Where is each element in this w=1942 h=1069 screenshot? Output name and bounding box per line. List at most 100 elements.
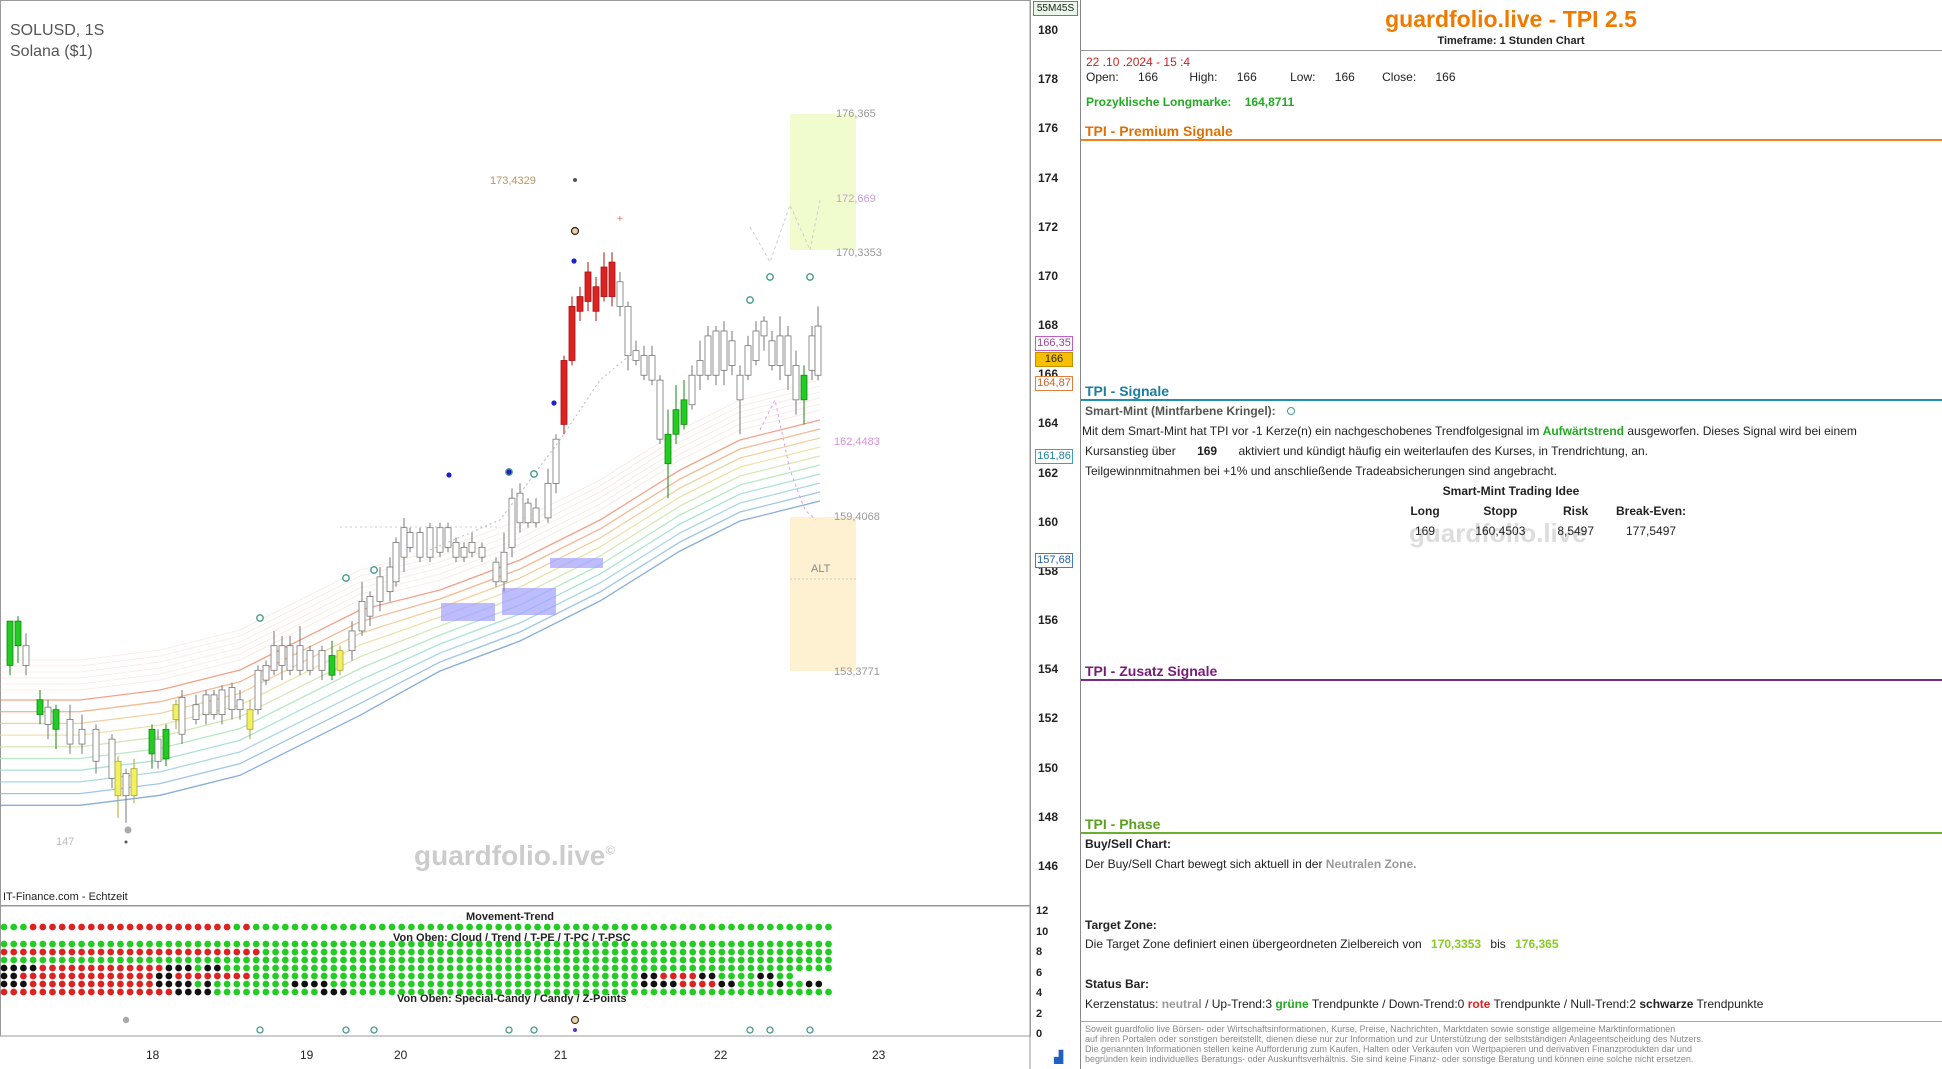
status-head: Status Bar: [1085, 977, 1150, 991]
y-tick-178: 178 [1038, 72, 1059, 87]
price-box-current: 166 [1035, 352, 1073, 367]
gap-box-3 [550, 558, 603, 568]
y-tick-148: 148 [1038, 809, 1059, 824]
price-box-157-68: 157,68 [1035, 553, 1073, 568]
label-alt: ALT [811, 563, 831, 575]
smartmint-line1: Mit dem Smart-Mint hat TPI vor -1 Kerze(… [1082, 424, 1857, 438]
smartmint-line3: Teilgewinnmitnahmen bei +1% und anschlie… [1085, 464, 1557, 478]
x-tick-20: 20 [394, 1048, 408, 1062]
x-tick-23: 23 [872, 1048, 886, 1062]
sub-y-tick-6: 6 [1036, 966, 1043, 979]
y-tick-176: 176 [1038, 121, 1059, 136]
tpi-panel: guardfolio.live - TPI 2.5 Timeframe: 1 S… [1080, 0, 1942, 1069]
gap-box-1 [441, 603, 495, 621]
open-value: 166 [1138, 70, 1159, 84]
y-tick-150: 150 [1038, 760, 1059, 775]
y-tick-170: 170 [1038, 268, 1059, 283]
idea-values: 169 160,4503 8,5497 177,5497 [1414, 524, 1677, 538]
low-label: Low: [1290, 70, 1316, 84]
y-tick-146: 146 [1038, 859, 1059, 873]
open-label: Open: [1086, 70, 1119, 84]
idea-watermark: guardfolio.live [1409, 518, 1587, 548]
y-tick-160: 160 [1038, 514, 1059, 529]
x-tick-22: 22 [714, 1048, 728, 1062]
gap-box-2 [502, 588, 556, 615]
longmarke-value: 164,8711 [1244, 95, 1295, 109]
smartmint-head: Smart-Mint (Mintfarbene Kringel): [1085, 404, 1296, 418]
price-box-164-87: 164,87 [1035, 376, 1073, 391]
premium-divider [1081, 139, 1942, 141]
buysell-row: Der Buy/Sell Chart bewegt sich aktuell i… [1085, 857, 1417, 871]
x-tick-19: 19 [300, 1048, 314, 1062]
x-tick-21: 21 [554, 1048, 568, 1062]
sub-y-tick-4: 4 [1036, 987, 1043, 999]
phase-title: TPI - Phase [1085, 816, 1161, 832]
projection-lines [340, 199, 821, 551]
idea-title: Smart-Mint Trading Idee [1442, 484, 1580, 498]
header-divider [1081, 50, 1942, 51]
target-zone-box [790, 114, 856, 250]
panel-title: guardfolio.live - TPI 2.5 [1385, 6, 1637, 32]
high-value: 166 [1236, 70, 1257, 84]
data-source: IT-Finance.com - Echtzeit [3, 891, 128, 903]
low-value: 166 [1334, 70, 1355, 84]
sub-y-tick-12: 12 [1036, 905, 1049, 917]
high-label: High: [1189, 70, 1218, 84]
price-box-166-35: 166,35 [1035, 336, 1073, 351]
stop-zone-box [790, 517, 856, 671]
y-tick-156: 156 [1038, 613, 1059, 628]
y-tick-172: 172 [1038, 219, 1059, 234]
ohlc-row: Open: 166 High: 166 Low: 166 Close: 166 [1086, 70, 1468, 84]
timeframe-label: Timeframe: 1 Stunden Chart [1437, 35, 1585, 47]
buysell-head: Buy/Sell Chart: [1085, 837, 1172, 851]
signale-title: TPI - Signale [1085, 383, 1170, 399]
smartmint-line2: Kursanstieg über 169 aktiviert und kündi… [1085, 444, 1649, 458]
close-label: Close: [1382, 70, 1417, 84]
close-value: 166 [1435, 70, 1456, 84]
label-low: 147 [56, 836, 75, 848]
datetime-label: 22 .10 .2024 - 15 :4 [1086, 55, 1191, 69]
label-172: 172,669 [836, 193, 876, 205]
label-170: 170,3353 [836, 247, 882, 259]
chart-settings-icon[interactable]: ▟ [1054, 1050, 1064, 1064]
y-tick-164: 164 [1038, 416, 1059, 431]
x-tick-18: 18 [146, 1048, 160, 1062]
symbol-label: SOLUSD, 1S [10, 22, 105, 39]
timer-badge: 55M45S [1033, 1, 1078, 16]
label-159: 159,4068 [834, 511, 880, 523]
price-box-161-86: 161,86 [1035, 449, 1073, 464]
target-head: Target Zone: [1085, 918, 1157, 932]
zusatz-divider [1081, 679, 1942, 681]
sub-y-tick-8: 8 [1036, 946, 1043, 958]
subchart-title-movement: Movement-Trend [466, 911, 555, 923]
y-tick-152: 152 [1038, 711, 1059, 726]
y-tick-174: 174 [1038, 170, 1059, 185]
chart-area[interactable]: + SOLUSD, 1S Solana ($1) IT-Finance.com … [0, 0, 1080, 1069]
y-tick-180: 180 [1038, 23, 1059, 37]
instrument-name: Solana ($1) [10, 43, 93, 60]
status-row: Kerzenstatus: neutral / Up-Trend:3 grüne… [1085, 997, 1764, 1011]
phase-divider [1081, 832, 1942, 834]
idea-headers: Long Stopp Risk Break-Even: [1410, 504, 1687, 518]
longmarke-row: Prozyklische Longmarke: 164,8711 [1086, 95, 1294, 109]
sub-y-tick-2: 2 [1036, 1007, 1043, 1020]
label-top-target: 176,365 [836, 108, 876, 120]
trend-dots [0, 923, 832, 1034]
mint-circle-icon [1287, 407, 1296, 415]
label-153: 153,3771 [834, 666, 880, 678]
y-tick-168: 168 [1038, 318, 1059, 333]
y-tick-162: 162 [1038, 465, 1059, 480]
label-high: 173,4329 [490, 175, 536, 187]
signale-divider [1081, 399, 1942, 401]
target-row: Die Target Zone definiert einen übergeor… [1085, 937, 1559, 951]
price-chart[interactable]: + [0, 0, 1080, 1069]
candles [6, 252, 822, 823]
longmarke-label: Prozyklische Longmarke: [1086, 95, 1232, 109]
chart-frame [0, 0, 1031, 906]
zusatz-title: TPI - Zusatz Signale [1085, 663, 1218, 679]
chart-watermark: guardfolio.live© [414, 840, 615, 871]
sub-y-tick-0: 0 [1036, 1028, 1043, 1040]
label-162: 162,4483 [834, 436, 880, 448]
premium-title: TPI - Premium Signale [1085, 123, 1233, 139]
subchart-title-special: Von Oben: Special-Candy / Candy / Z-Poin… [397, 993, 627, 1005]
